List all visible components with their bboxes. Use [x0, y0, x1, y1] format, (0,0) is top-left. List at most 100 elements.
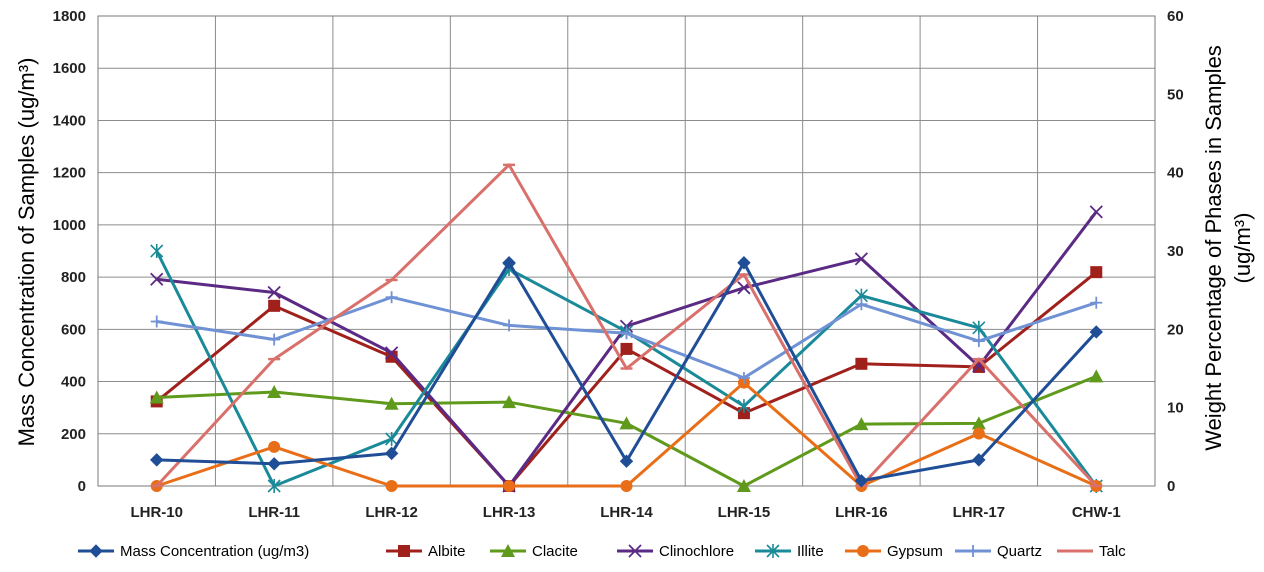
data-point-gypsum: [268, 440, 281, 453]
legend-marker-clinochlore: [628, 544, 642, 558]
data-point-clacite: [267, 385, 282, 398]
data-point-illite: [737, 399, 751, 414]
data-point-clacite: [1089, 369, 1104, 383]
series-line-mass-concentration-ug-m3: [156, 261, 1098, 483]
data-point-mass-concentration-ug-m3: [972, 453, 986, 467]
y-tick-right-label: 60: [1167, 8, 1184, 25]
data-point-quartz: [1090, 296, 1103, 309]
data-point-clacite: [736, 479, 751, 492]
y-tick-right-label: 50: [1167, 86, 1184, 103]
data-point-clinochlore-stroke: [150, 272, 164, 286]
data-point-clacite: [502, 395, 517, 409]
data-point-clacite: [619, 416, 634, 430]
data-point-illite: [150, 244, 164, 258]
data-point-mass-concentration-ug-m3: [267, 457, 281, 471]
data-point-quartz: [268, 333, 281, 346]
data-point-illite: [385, 432, 399, 446]
data-point-clacite: [384, 396, 399, 410]
data-point-mass-concentration-ug-m3: [854, 474, 869, 488]
y-tick-left-label: 200: [61, 426, 86, 443]
y-tick-left-label: 800: [61, 269, 86, 286]
gridlines: [97, 15, 1156, 487]
y-tick-right-label: 30: [1167, 243, 1184, 260]
y-tick-left-label: 1800: [53, 8, 86, 25]
y-tick-right-label: 40: [1167, 165, 1184, 182]
data-point-albite: [385, 350, 398, 363]
x-tick-label: LHR-13: [483, 504, 536, 521]
y-tick-left-label: 1400: [53, 112, 86, 129]
x-tick-label: LHR-12: [365, 504, 418, 521]
y-tick-right-label: 20: [1167, 321, 1184, 338]
data-point-clinochlore-stroke: [1089, 205, 1103, 219]
data-point-gypsum: [620, 480, 633, 492]
data-point-gypsum: [503, 480, 516, 492]
x-tick-label: LHR-15: [718, 504, 771, 521]
legend-label-clacite: Clacite: [532, 543, 578, 560]
y-tick-left-label: 1000: [53, 217, 86, 234]
data-point-clacite: [149, 390, 164, 404]
series-line-clacite: [156, 374, 1097, 488]
y-tick-left-label: 400: [61, 374, 86, 391]
data-point-illite: [972, 320, 986, 335]
legend-label-quartz: Quartz: [997, 543, 1042, 560]
y-tick-left-label: 600: [61, 321, 86, 338]
data-point-albite: [855, 357, 868, 370]
data-point-gypsum: [972, 427, 985, 440]
data-point-illite: [267, 479, 281, 493]
series-clacite: [149, 369, 1104, 492]
data-point-mass-concentration-ug-m3: [619, 454, 634, 468]
x-tick-label: LHR-14: [600, 504, 653, 521]
x-tick-label: LHR-17: [953, 504, 1006, 521]
legend-label-gypsum: Gypsum: [887, 543, 943, 560]
legend-item-clacite: Clacite: [490, 543, 578, 560]
y-tick-right-label: 0: [1167, 478, 1175, 495]
data-point-mass-concentration-ug-m3: [502, 256, 516, 270]
data-point-quartz: [150, 315, 163, 328]
legend-label-albite: Albite: [428, 543, 466, 560]
series-line-gypsum: [156, 381, 1097, 488]
legend-item-clinochlore: Clinochlore: [617, 543, 734, 560]
data-point-quartz: [855, 298, 868, 311]
legend-marker-illite: [766, 544, 780, 558]
y-tick-left-label: 1200: [53, 165, 86, 182]
legend-label-clinochlore: Clinochlore: [659, 543, 734, 560]
legend-item-illite: Illite: [755, 543, 824, 560]
data-point-quartz: [737, 371, 750, 384]
data-point-clinochlore-stroke: [384, 346, 399, 360]
data-point-clinochlore-stroke: [854, 252, 869, 266]
data-point-mass-concentration-ug-m3: [1089, 325, 1103, 339]
data-point-clacite: [854, 417, 869, 431]
legend-label-mass-concentration-ug-m3: Mass Concentration (ug/m3): [120, 543, 309, 560]
legend-marker-clacite: [501, 544, 515, 557]
data-point-quartz: [972, 335, 985, 348]
legend-item-mass-concentration-ug-m3: Mass Concentration (ug/m3): [78, 543, 309, 560]
data-point-clinochlore: [384, 346, 399, 360]
legend-item-quartz: Quartz: [955, 543, 1042, 560]
x-tick-label: CHW-1: [1072, 504, 1121, 521]
data-point-clinochlore: [267, 285, 281, 300]
data-point-albite: [620, 342, 633, 355]
legend-item-gypsum: Gypsum: [845, 543, 943, 560]
y-tick-left-label: 1600: [53, 60, 86, 77]
x-tick-label: LHR-10: [130, 504, 183, 521]
legend: Mass Concentration (ug/m3) Albite Clacite C…: [78, 543, 1126, 560]
data-point-albite: [1090, 266, 1103, 279]
series-quartz: [150, 291, 1103, 384]
data-point-quartz: [503, 319, 516, 332]
data-point-gypsum: [385, 480, 398, 492]
data-point-clacite: [971, 416, 986, 430]
x-tick-label: LHR-11: [248, 504, 300, 521]
legend-item-talc: Talc: [1057, 543, 1126, 560]
series-talc: [150, 163, 1103, 488]
y-tick-left-label: 0: [78, 478, 86, 495]
data-point-albite: [268, 299, 281, 312]
legend-marker-gypsum: [857, 545, 869, 557]
data-point-clinochlore: [854, 252, 869, 266]
data-point-quartz: [385, 291, 398, 304]
y-axis-left-title: Mass Concentration of Samples (ug/m³): [14, 58, 39, 447]
data-point-clinochlore-stroke: [267, 285, 281, 300]
y-axis-right-title: Weight Percentage of Phases in Samples: [1201, 45, 1226, 451]
data-point-mass-concentration-ug-m3: [150, 453, 164, 467]
data-point-mass-concentration-ug-m3: [384, 446, 399, 461]
